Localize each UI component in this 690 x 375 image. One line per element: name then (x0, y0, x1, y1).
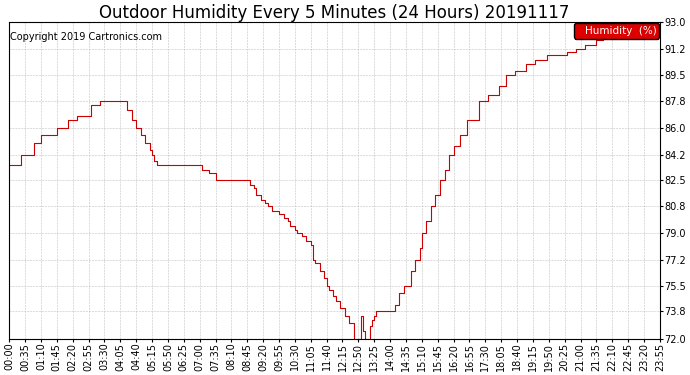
Legend: Humidity  (%): Humidity (%) (573, 23, 659, 39)
Title: Outdoor Humidity Every 5 Minutes (24 Hours) 20191117: Outdoor Humidity Every 5 Minutes (24 Hou… (99, 4, 570, 22)
Text: Copyright 2019 Cartronics.com: Copyright 2019 Cartronics.com (10, 32, 162, 42)
